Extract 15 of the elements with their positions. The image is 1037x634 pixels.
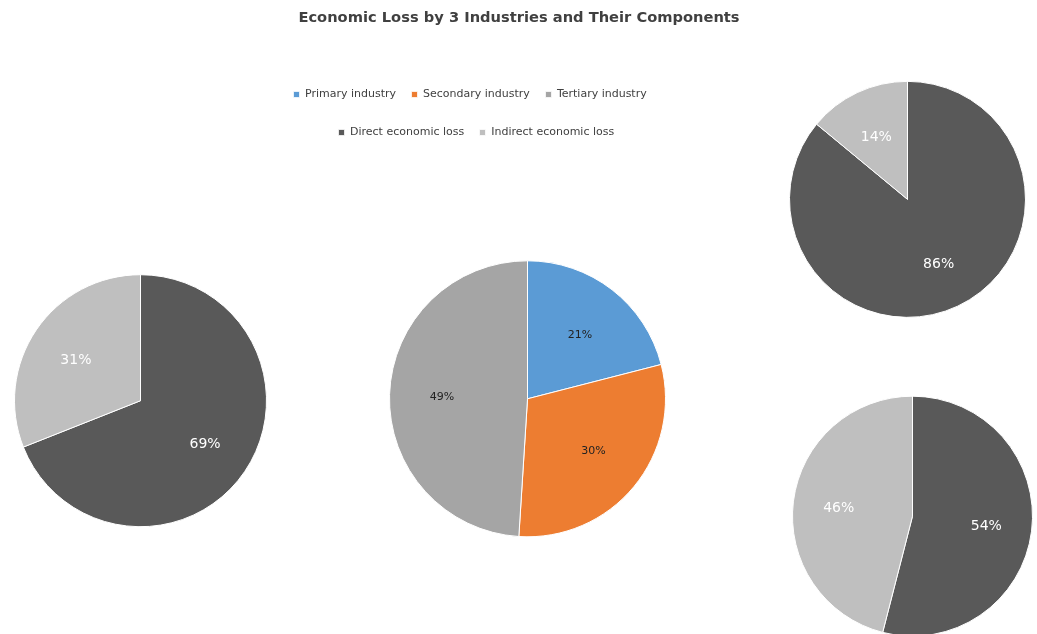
data-label: 49%: [429, 389, 455, 403]
data-label: 69%: [189, 434, 221, 451]
legend-label: Indirect economic loss: [491, 125, 615, 138]
chart-title: Economic Loss by 3 Industries and Their Components: [298, 7, 740, 25]
data-label: 30%: [581, 444, 606, 458]
data-label: 54%: [970, 517, 1002, 534]
data-label: 21%: [567, 327, 593, 341]
legend-label: Primary industry: [305, 87, 397, 100]
data-label: 46%: [823, 499, 855, 516]
data-label: 86%: [923, 254, 955, 271]
legend-label: Direct economic loss: [350, 125, 465, 138]
legend-label: Secondary industry: [423, 87, 530, 100]
data-label: 31%: [60, 350, 92, 367]
data-label: 14%: [860, 128, 892, 145]
legend-label: Tertiary industry: [556, 87, 647, 100]
